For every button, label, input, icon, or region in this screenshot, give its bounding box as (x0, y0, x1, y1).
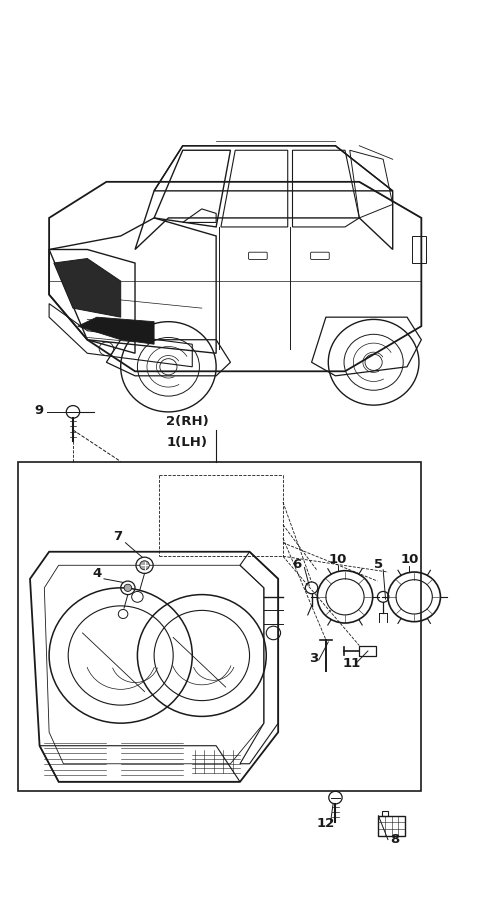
Text: 7: 7 (114, 530, 123, 544)
Text: 10: 10 (329, 553, 347, 566)
Text: 3: 3 (309, 653, 318, 665)
Text: 4: 4 (92, 567, 101, 579)
Bar (382, 811, 388, 815)
Bar (360, 645, 376, 656)
Text: 9: 9 (35, 405, 44, 417)
Text: 10: 10 (400, 553, 419, 566)
Bar (18, 462, 421, 791)
Text: 12: 12 (317, 817, 335, 830)
Circle shape (140, 561, 149, 570)
Circle shape (124, 585, 132, 592)
Bar (378, 815, 405, 836)
Polygon shape (78, 317, 154, 344)
Text: 11: 11 (343, 657, 361, 670)
Text: 8: 8 (390, 833, 399, 845)
Bar (412, 236, 426, 263)
Text: 2(RH): 2(RH) (166, 415, 209, 428)
Polygon shape (54, 259, 120, 317)
Text: 6: 6 (292, 557, 302, 570)
Text: 1(LH): 1(LH) (167, 435, 208, 449)
Text: 5: 5 (373, 557, 383, 570)
